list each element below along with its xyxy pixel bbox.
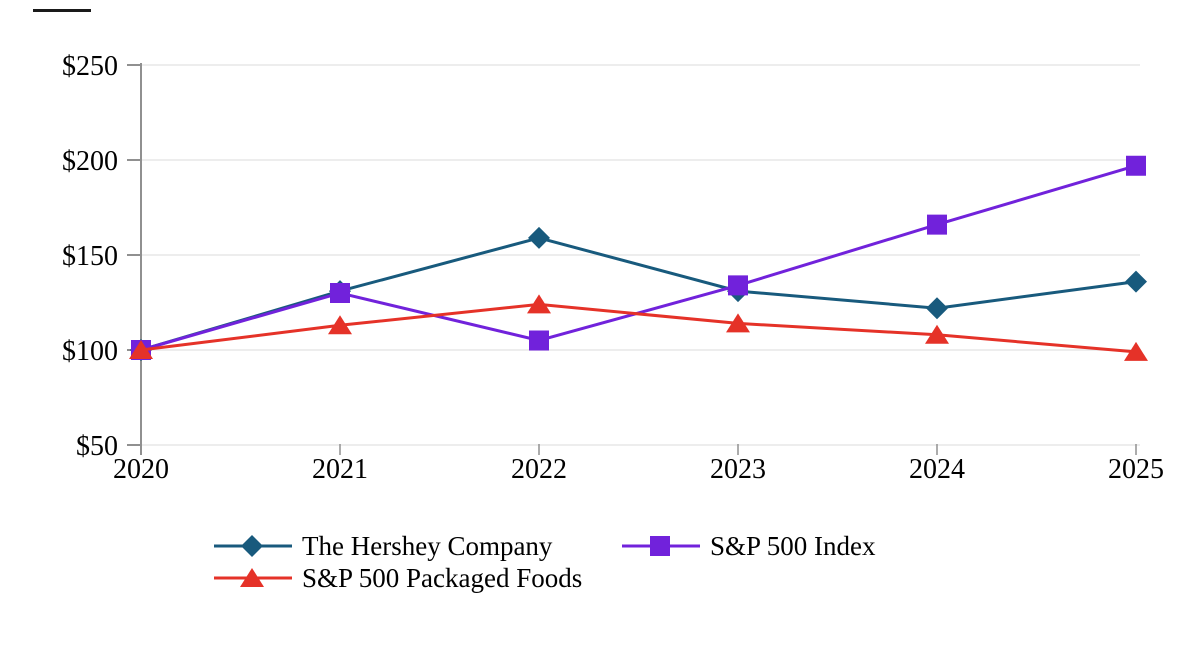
y-tick-label: $150 bbox=[62, 241, 118, 272]
legend-marker-packaged-foods-triangle-icon bbox=[214, 568, 292, 587]
legend-marker-shape bbox=[241, 535, 263, 557]
legend-label-packaged-foods: S&P 500 Packaged Foods bbox=[302, 562, 583, 593]
legend-label-hershey: The Hershey Company bbox=[302, 530, 553, 561]
chart-legend: The Hershey Company S&P 500 Index S&P 50… bbox=[212, 530, 876, 594]
y-tick-label: $250 bbox=[62, 51, 118, 82]
legend-item-hershey: The Hershey Company bbox=[212, 531, 620, 561]
legend-marker-sp500-square-icon bbox=[622, 536, 700, 556]
series-marker-0 bbox=[1125, 270, 1147, 293]
series-marker-0 bbox=[528, 226, 550, 249]
legend-label-sp500: S&P 500 Index bbox=[710, 530, 876, 561]
series-line-1 bbox=[140, 164, 1137, 352]
series-marker-1 bbox=[927, 214, 947, 235]
x-tick-label: 2025 bbox=[1108, 454, 1164, 485]
page-top-rule bbox=[33, 9, 91, 12]
series-line-2 bbox=[140, 302, 1137, 354]
series-marker-2 bbox=[527, 294, 551, 314]
series-marker-2 bbox=[328, 315, 352, 335]
series-marker-1 bbox=[529, 330, 549, 351]
legend-marker-hershey-diamond-icon bbox=[214, 535, 292, 557]
series-marker-2 bbox=[129, 340, 153, 359]
series-line-0 bbox=[140, 236, 1137, 352]
y-tick-label: $50 bbox=[76, 431, 118, 462]
series-marker-2 bbox=[726, 313, 750, 333]
series-marker-1 bbox=[1126, 155, 1146, 176]
x-tick-label: 2023 bbox=[710, 454, 766, 485]
x-tick-label: 2024 bbox=[909, 454, 965, 485]
legend-marker-shape bbox=[650, 536, 670, 556]
y-tick-label: $200 bbox=[62, 146, 118, 177]
legend-item-packaged-foods: S&P 500 Packaged Foods bbox=[212, 563, 620, 593]
series-marker-0 bbox=[926, 297, 948, 320]
legend-item-sp500: S&P 500 Index bbox=[620, 531, 876, 561]
series-marker-2 bbox=[925, 324, 949, 344]
x-tick-label: 2021 bbox=[312, 454, 368, 485]
series-marker-2 bbox=[1124, 341, 1148, 361]
legend-marker-shape bbox=[240, 568, 264, 587]
x-tick-label: 2020 bbox=[113, 454, 169, 485]
series-marker-1 bbox=[728, 275, 748, 296]
y-tick-label: $100 bbox=[62, 336, 118, 367]
series-marker-1 bbox=[330, 283, 350, 303]
x-tick-label: 2022 bbox=[511, 454, 567, 485]
